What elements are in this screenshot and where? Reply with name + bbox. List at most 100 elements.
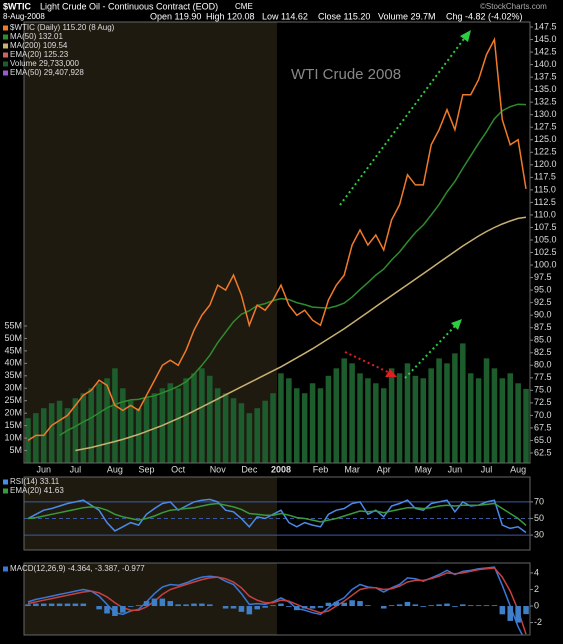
bar [286, 378, 292, 463]
bar [262, 606, 268, 608]
bar [349, 600, 355, 607]
bar [404, 363, 411, 463]
legend-swatch [3, 479, 8, 485]
bar [388, 368, 395, 463]
quote-low: Low 114.62 [262, 11, 308, 21]
bar [515, 606, 521, 623]
bar [175, 388, 181, 463]
bar [420, 606, 427, 607]
y-tick-label: 82.5 [534, 347, 552, 357]
bar [357, 601, 363, 607]
bar [523, 388, 529, 463]
bar [199, 368, 205, 463]
bar [238, 606, 245, 612]
bar [428, 605, 434, 607]
bar [167, 601, 174, 607]
y-tick-label: 97.5 [534, 272, 552, 282]
bar [365, 605, 371, 607]
bar [127, 400, 134, 463]
bar [270, 393, 276, 463]
y-tick-label: 90.0 [534, 310, 552, 320]
bar [341, 358, 347, 463]
year-shading [24, 563, 277, 635]
bar [120, 606, 126, 613]
legend-swatch [3, 488, 8, 494]
symbol: $WTIC [3, 1, 31, 11]
x-tick-label: Aug [107, 464, 123, 474]
y-tick-label: 125.0 [534, 134, 557, 144]
x-tick-label: Dec [241, 464, 258, 474]
bar [444, 363, 450, 463]
y-tick-label: 80.0 [534, 360, 552, 370]
bar [48, 403, 55, 463]
bar [25, 604, 31, 607]
legend-entry: $WTIC (Daily) 115.20 (8 Aug) [10, 23, 115, 32]
x-tick-label: Sep [139, 464, 155, 474]
y2-tick-label: 35M [4, 370, 22, 380]
bar [191, 373, 197, 463]
y-tick-label: 107.5 [534, 222, 557, 232]
legend-swatch [3, 70, 8, 76]
bar [293, 606, 300, 611]
line [27, 36, 527, 442]
bar [278, 603, 284, 607]
line [27, 566, 524, 635]
x-tick-label: 2008 [271, 464, 291, 474]
y2-tick-label: 10M [4, 432, 22, 442]
bar [64, 603, 71, 607]
bar [151, 598, 158, 607]
bar [222, 393, 229, 463]
y-tick-label: 127.5 [534, 122, 557, 132]
bar [64, 408, 71, 463]
bar [515, 383, 521, 463]
bar [286, 606, 292, 607]
y-tick-label: 105.0 [534, 234, 557, 244]
bar [96, 606, 102, 610]
bar [317, 388, 324, 463]
bar [365, 378, 371, 463]
bar [33, 413, 39, 463]
panel [25, 36, 529, 463]
bar [309, 383, 316, 463]
line [75, 216, 527, 452]
y2-tick-label: 5M [9, 445, 22, 455]
y-tick-label: 50 [534, 513, 544, 523]
bar [199, 603, 205, 607]
y2-tick-label: 15M [4, 420, 22, 430]
legend-entry: MA(200) 109.54 [10, 41, 68, 50]
y-tick-label: 100.0 [534, 259, 557, 269]
bar [143, 601, 150, 607]
y-tick-label: 95.0 [534, 284, 552, 294]
panel-border [23, 476, 531, 551]
y2-tick-label: 20M [4, 408, 22, 418]
x-tick-label: Apr [377, 464, 391, 474]
bar [25, 418, 31, 463]
panel-border [23, 562, 531, 636]
panel [25, 566, 529, 635]
bar [467, 605, 474, 607]
y-tick-label: 147.5 [534, 21, 557, 31]
bar [499, 606, 506, 615]
bar [127, 606, 134, 607]
bar [412, 604, 419, 607]
bar [483, 358, 490, 463]
y2-tick-label: 55M [4, 320, 22, 330]
bar [56, 400, 63, 463]
x-tick-label: Jun [448, 464, 463, 474]
panel [24, 498, 530, 536]
y2-tick-label: 45M [4, 345, 22, 355]
bar [388, 605, 395, 607]
bar [207, 375, 213, 463]
y2-tick-label: 25M [4, 395, 22, 405]
bar [380, 388, 387, 463]
line [27, 502, 527, 526]
bar [396, 604, 403, 607]
legend-swatch [3, 25, 8, 31]
line [27, 567, 527, 635]
bar [104, 606, 110, 614]
bar [48, 603, 55, 607]
credit: ©StockCharts.com [480, 2, 547, 11]
x-tick-label: Mar [344, 464, 360, 474]
y-tick-label: 132.5 [534, 97, 557, 107]
legend-entry: EMA(20) 125.23 [10, 50, 69, 59]
